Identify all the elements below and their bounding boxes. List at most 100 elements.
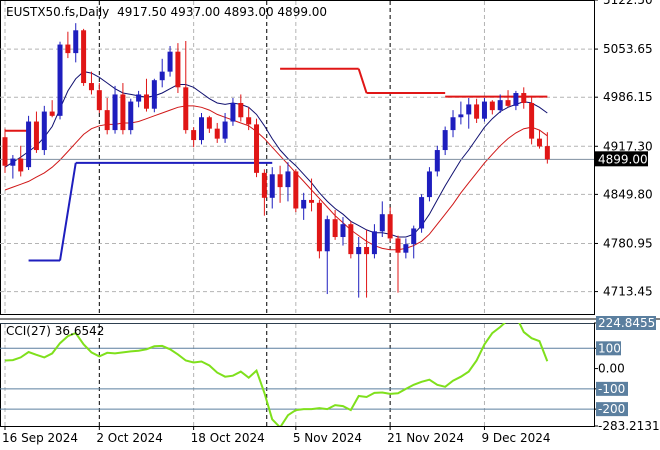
candle [143,78,149,112]
candle [18,145,24,177]
candle [136,90,142,108]
candle-body [18,158,24,172]
time-tick-label: 21 Nov 2024 [387,431,464,445]
candle [434,145,440,177]
candle-body [151,80,157,109]
cci-tick-label: 100 [598,341,621,355]
candle-body [143,94,149,109]
candle-body [238,103,244,118]
cci-level-badge [596,316,656,330]
time-tick-label: 16 Sep 2024 [2,431,78,445]
candle-body [73,30,79,54]
candle-body [261,172,267,198]
cci-level-badge [596,402,628,417]
candle [88,71,94,95]
candle [261,169,267,216]
cci-tick-label: -200 [598,402,625,416]
candle-body [183,87,189,131]
cci-tick-label: -100 [598,382,625,396]
candle [191,127,197,148]
candle [316,199,322,259]
candle-body [81,30,87,84]
candle-body [206,117,212,129]
candle-body [442,130,448,151]
candle [411,225,417,259]
candle-body [387,214,393,239]
candle-body [65,44,71,54]
candle [49,100,55,118]
candle [175,43,181,94]
candle-body [41,111,47,151]
candle [309,178,315,212]
candle-body [505,100,511,106]
candle [426,167,432,202]
cci-panel-frame [0,323,595,427]
candle [41,105,47,156]
price-tick-label: 4780.95 [603,236,653,250]
candle-body [269,174,275,198]
candle-body [2,137,8,166]
candle [73,23,79,63]
candle [497,94,503,113]
candle-body [379,214,385,232]
candle [33,111,39,153]
candle-body [26,121,32,168]
price-tick-label: 4713.45 [603,285,653,299]
price-tick-label: 4986.15 [603,90,653,104]
price-axis: 5122.50 5053.65 4986.15 4917.30 4849.80 4780.… [594,0,653,299]
candle [466,98,472,129]
candle-body [128,101,134,131]
candle-body [285,171,291,188]
candle-body [513,93,519,106]
candle [489,100,495,115]
time-tick-label: 2 Oct 2024 [96,431,163,445]
channel-lines [5,67,548,262]
candle [2,128,8,173]
candle [301,192,307,220]
ohlc-values: 4917.50 4937.00 4893.00 4899.00 [117,5,327,19]
cci-indicator [0,323,594,426]
candle [529,95,535,145]
candle-body [167,51,173,72]
candle [238,94,244,122]
candle [458,101,464,125]
candle-body [466,104,472,115]
slow-moving-average-line [4,105,548,251]
candle [26,115,32,171]
candle [348,221,354,259]
candle-body [175,51,181,88]
candle-body [371,231,377,255]
candle [167,45,173,77]
candle [419,194,425,233]
candle [521,87,527,109]
cci-tick-label: 224.8455 [598,316,655,330]
candle [450,110,456,138]
cci-axis: 224.8455 100 0.00 -100 -200 -283.2131 [594,316,660,433]
candle [57,41,63,120]
candle [128,98,134,135]
moving-averages [0,71,594,251]
candle-body [293,171,299,209]
candle-body [254,124,260,173]
price-panel-frame [0,0,595,315]
candle [505,90,511,108]
candle-body [332,219,338,238]
candle-body [489,101,495,111]
grid-lines [0,1,594,426]
candle [120,83,126,135]
candle-body [191,130,197,141]
candle-body [301,199,307,209]
candle-body [33,121,39,151]
price-tick-label: 5122.50 [603,0,653,7]
candle-body [88,83,94,91]
time-axis: 16 Sep 2024 2 Oct 2024 18 Oct 2024 5 Nov 20… [2,426,550,445]
candle-body [497,100,503,111]
candle-body [356,246,362,255]
candle [246,107,252,131]
channel-segment [357,68,368,94]
candle-body [96,90,102,111]
candle-body [309,199,315,203]
candle [214,122,220,143]
cci-line [4,323,549,426]
